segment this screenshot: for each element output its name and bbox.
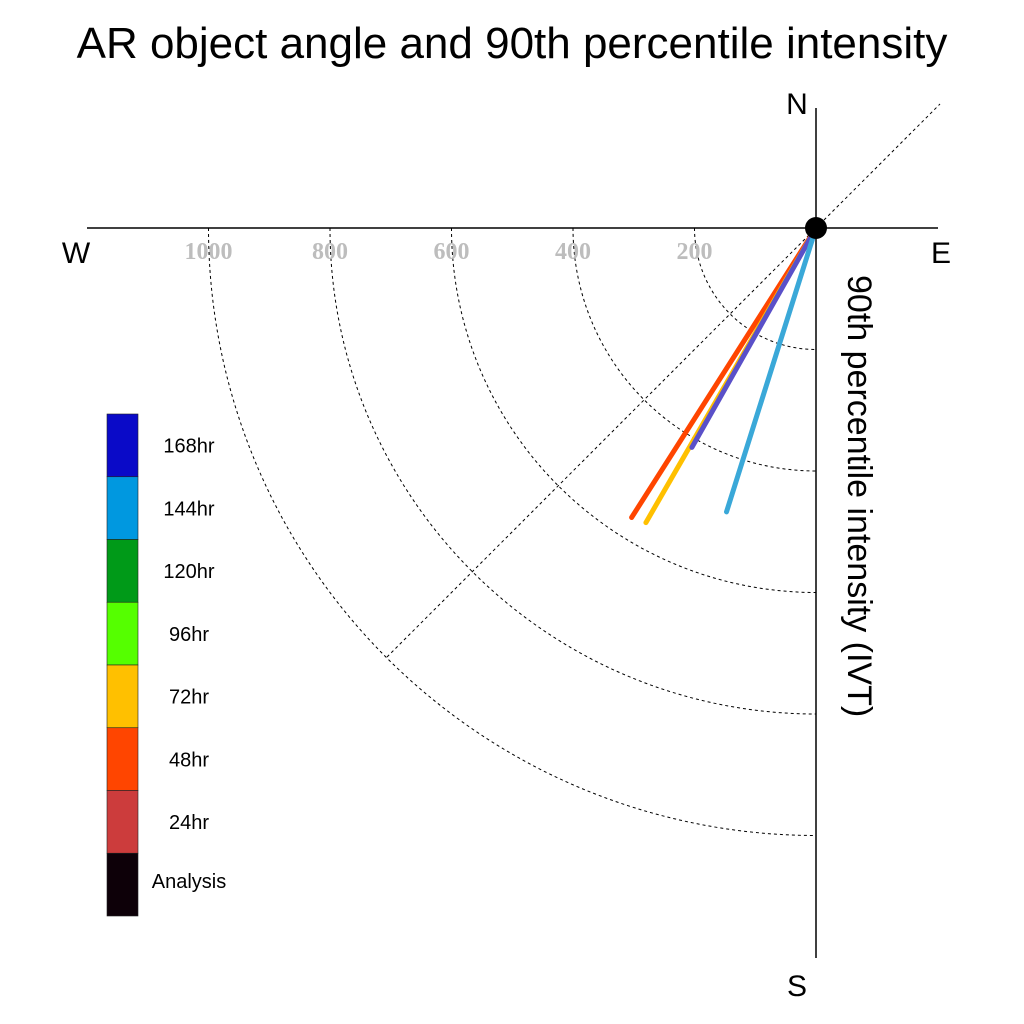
grid-arc-400 bbox=[572, 227, 817, 472]
legend-swatch-48hr bbox=[106, 727, 139, 791]
legend-label: 24hr bbox=[169, 812, 209, 834]
north-label: N bbox=[786, 88, 808, 121]
legend: 168hr 144hr 120hr 96hr 72hr 48hr 24hr Analysis bbox=[106, 413, 226, 917]
legend-label: 144hr bbox=[163, 498, 214, 520]
legend-label: 48hr bbox=[169, 749, 209, 771]
legend-swatch-24hr bbox=[106, 790, 139, 854]
radial-grid bbox=[208, 227, 817, 836]
legend-swatch-72hr bbox=[106, 664, 139, 729]
west-label: W bbox=[62, 237, 91, 270]
y-axis-label: 90th percentile intensity (IVT) bbox=[840, 275, 878, 717]
vector-168hr bbox=[689, 225, 819, 450]
legend-label: 72hr bbox=[169, 687, 209, 709]
grid-arc-1000 bbox=[208, 227, 817, 836]
diagonal-guide bbox=[386, 103, 941, 658]
south-label: S bbox=[787, 970, 807, 1003]
legend-label: 168hr bbox=[163, 436, 214, 458]
legend-swatch-144hr bbox=[106, 476, 139, 540]
grid-arc-800 bbox=[329, 227, 817, 715]
radial-tick-label: 200 bbox=[677, 239, 713, 265]
east-label: E bbox=[931, 237, 951, 270]
radial-tick-labels: 200 400 600 800 1000 bbox=[185, 239, 713, 265]
compass-axes bbox=[87, 103, 941, 958]
radial-tick-label: 600 bbox=[434, 239, 470, 265]
legend-swatch-analysis bbox=[106, 852, 139, 917]
grid-arc-600 bbox=[451, 227, 817, 593]
grid-arc-200 bbox=[694, 227, 817, 350]
origin-marker bbox=[805, 217, 827, 239]
intensity-vectors bbox=[629, 225, 819, 526]
legend-swatch-168hr bbox=[106, 413, 139, 478]
legend-label: Analysis bbox=[152, 871, 226, 893]
radial-tick-label: 800 bbox=[312, 239, 348, 265]
radial-tick-label: 1000 bbox=[185, 239, 233, 265]
chart-title: AR object angle and 90th percentile inte… bbox=[77, 19, 948, 68]
radial-tick-label: 400 bbox=[555, 239, 591, 265]
vector-144hr bbox=[724, 225, 819, 515]
legend-swatch-120hr bbox=[106, 539, 139, 603]
legend-label: 120hr bbox=[163, 561, 214, 583]
legend-label: 96hr bbox=[169, 624, 209, 646]
legend-swatch-96hr bbox=[106, 601, 139, 666]
